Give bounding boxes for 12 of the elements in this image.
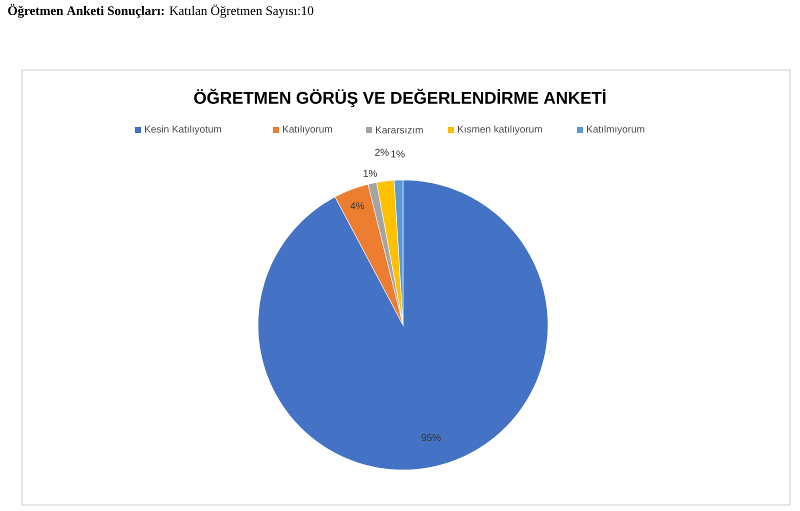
chart-title: ÖĞRETMEN GÖRÜŞ VE DEĞERLENDİRME ANKETİ [194, 88, 606, 108]
legend-label: Katılmıyorum [587, 125, 644, 135]
legend-label: Kesin Katılıyotum [145, 125, 222, 135]
legend-label: Kısmen katılıyorum [458, 125, 542, 135]
data-label: 1% [364, 170, 377, 177]
legend-label: Kararsızım [376, 126, 423, 134]
data-label: 4% [350, 202, 364, 210]
data-label: 2% [375, 148, 389, 156]
data-label: 1% [391, 150, 405, 158]
data-label: 95% [422, 434, 441, 442]
text: Öğretmen Anketi Sonuçları: Katılan Öğretmen Sayısı:10 [8, 4, 314, 18]
legend-label: Katılıyorum [283, 125, 332, 135]
